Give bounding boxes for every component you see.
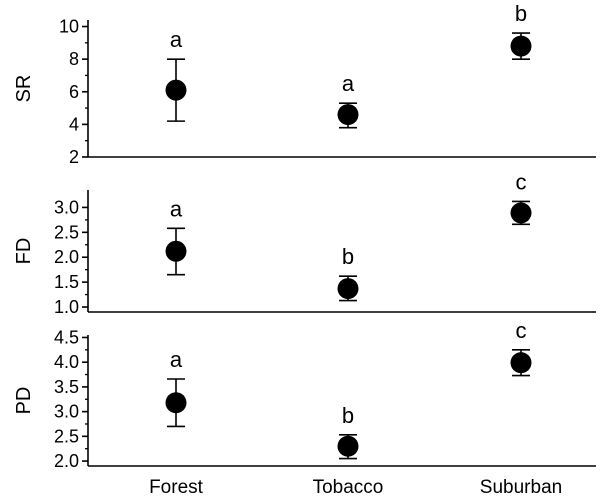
data-point-pd-tobacco: [337, 435, 359, 457]
significance-letter-pd-suburban: c: [516, 318, 527, 343]
y-axis-title-fd: FD: [13, 238, 35, 265]
chart-panels: 2 4 6 8 10 SR a a b 1.0 1.5 2.0 2.5 3.0 FD a b c 2.0 2.5 3.0…: [13, 1, 596, 471]
panel-pd: 2.0 2.5 3.0 3.5 4.0 4.5 PD a b c: [13, 318, 596, 471]
y-axis-title-sr: SR: [13, 75, 35, 103]
y-tick-label-sr: 4: [69, 114, 79, 134]
significance-letter-sr-forest: a: [170, 27, 183, 52]
significance-letter-fd-forest: a: [170, 196, 183, 221]
y-tick-label-sr: 10: [59, 17, 79, 37]
significance-letter-pd-forest: a: [170, 347, 183, 372]
y-tick-label-fd: 2.5: [54, 222, 79, 242]
y-tick-label-pd: 3.0: [54, 402, 79, 422]
y-tick-label-sr: 8: [69, 49, 79, 69]
y-axis-title-pd: PD: [13, 387, 35, 415]
data-point-sr-tobacco: [337, 104, 359, 126]
data-point-sr-suburban: [510, 35, 532, 57]
significance-letter-pd-tobacco: b: [342, 403, 354, 428]
y-tick-label-pd: 2.0: [54, 451, 79, 471]
x-category-label-suburban: Suburban: [480, 477, 562, 498]
y-tick-label-fd: 3.0: [54, 197, 79, 217]
x-category-label-tobacco: Tobacco: [313, 477, 384, 498]
y-tick-label-pd: 4.5: [54, 327, 79, 347]
data-point-fd-forest: [165, 240, 187, 262]
y-tick-label-sr: 6: [69, 82, 79, 102]
x-category-labels: Forest Tobacco Suburban: [149, 477, 562, 498]
panel-fd: 1.0 1.5 2.0 2.5 3.0 FD a b c: [13, 169, 596, 317]
x-category-label-forest: Forest: [149, 477, 204, 498]
y-tick-label-pd: 4.0: [54, 352, 79, 372]
panel-sr: 2 4 6 8 10 SR a a b: [13, 1, 596, 167]
significance-letter-fd-suburban: c: [516, 169, 527, 194]
y-tick-label-fd: 2.0: [54, 247, 79, 267]
y-tick-label-sr: 2: [69, 147, 79, 167]
y-tick-label-pd: 2.5: [54, 426, 79, 446]
data-point-fd-suburban: [510, 202, 532, 224]
significance-letter-sr-tobacco: a: [342, 71, 355, 96]
significance-letter-sr-suburban: b: [515, 1, 527, 26]
significance-letter-fd-tobacco: b: [342, 244, 354, 269]
y-tick-label-pd: 3.5: [54, 377, 79, 397]
y-tick-label-fd: 1.5: [54, 272, 79, 292]
data-point-sr-forest: [165, 79, 187, 101]
data-point-fd-tobacco: [337, 278, 359, 300]
data-point-pd-forest: [165, 392, 187, 414]
data-point-pd-suburban: [510, 352, 532, 374]
y-tick-label-fd: 1.0: [54, 297, 79, 317]
